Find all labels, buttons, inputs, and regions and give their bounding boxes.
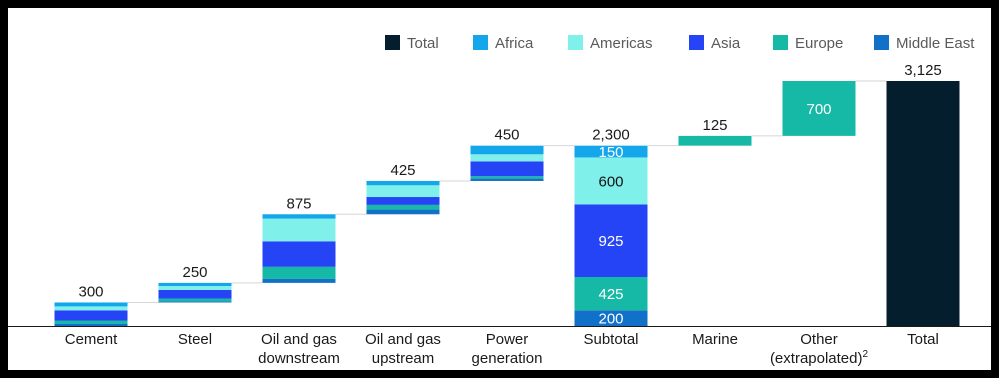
bar-segment-power-generation-asia — [470, 161, 544, 177]
bar-segment-power-generation-europe — [470, 176, 544, 179]
legend-label-africa: Africa — [495, 35, 534, 52]
bar-segment-oil-and-gas-upstream-europe — [366, 204, 440, 210]
category-label-other-extrapolated: Other — [800, 331, 838, 348]
category-label-oil-and-gas-upstream: Oil and gas — [365, 331, 441, 348]
category-label-steel: Steel — [178, 331, 212, 348]
bar-segment-power-generation-africa — [470, 145, 544, 155]
category-label-cement: Cement — [65, 331, 118, 348]
footnote-marker: 2 — [863, 349, 869, 360]
total-label-total: 3,125 — [904, 62, 942, 79]
segment-label-subtotal-middle-east: 200 — [598, 311, 623, 328]
bar-segment-oil-and-gas-downstream-middle-east — [262, 278, 336, 283]
legend-label-europe: Europe — [795, 35, 843, 52]
bar-segment-cement-europe — [54, 320, 128, 324]
category-label-subtotal: Subtotal — [583, 331, 638, 348]
legend-label-asia: Asia — [711, 35, 741, 52]
legend-swatch-americas — [568, 35, 583, 50]
bar-segment-total-total — [886, 81, 960, 326]
category-sublabel-upstream: upstream — [372, 350, 435, 367]
bar-segment-cement-americas — [54, 306, 128, 311]
legend-swatch-total — [385, 35, 400, 50]
bar-segment-oil-and-gas-downstream-europe — [262, 266, 336, 279]
bar-segment-steel-africa — [158, 282, 232, 287]
bar-segment-steel-middle-east — [158, 301, 232, 303]
bar-segment-steel-asia — [158, 289, 232, 299]
bar-segment-oil-and-gas-downstream-africa — [262, 214, 336, 219]
bar-segment-oil-and-gas-upstream-africa — [366, 180, 440, 186]
legend-label-americas: Americas — [590, 35, 653, 52]
waterfall-chart: Total Africa Americas Asia Europe Middle East… — [8, 35, 991, 367]
segment-label-subtotal-africa: 150 — [598, 144, 623, 161]
segment-label-subtotal-americas: 600 — [598, 173, 623, 190]
bar-segment-subtotal-asia — [574, 204, 648, 277]
category-sublabel-extrapolated: (extrapolated)2 — [770, 349, 869, 367]
bar-segment-oil-and-gas-upstream-americas — [366, 185, 440, 198]
category-sublabel-generation: generation — [472, 350, 543, 367]
bar-segment-power-generation-americas — [470, 154, 544, 162]
total-label-subtotal: 2,300 — [592, 127, 630, 144]
segment-label-subtotal-asia: 925 — [598, 233, 623, 250]
bar-segment-oil-and-gas-downstream-asia — [262, 241, 336, 267]
legend-swatch-middle-east — [874, 35, 889, 50]
bar-segment-cement-middle-east — [54, 323, 128, 326]
bar-segment-oil-and-gas-downstream-americas — [262, 218, 336, 242]
bar-segment-steel-europe — [158, 298, 232, 302]
bar-segment-subtotal-europe — [574, 277, 648, 311]
category-labels: Cement Steel Oil and gas downstream Oil and … — [65, 331, 939, 367]
category-sublabel-downstream: downstream — [258, 350, 340, 367]
bar-segment-cement-asia — [54, 310, 128, 321]
category-label-power-generation: Power — [486, 331, 529, 348]
total-label-oil-and-gas-upstream: 425 — [390, 162, 415, 179]
total-label-cement: 300 — [78, 283, 103, 300]
bar-segment-cement-africa — [54, 302, 128, 307]
category-label-marine: Marine — [692, 331, 738, 348]
connectors — [127, 80, 887, 303]
category-label-oil-and-gas-downstream: Oil and gas — [261, 331, 337, 348]
bars — [54, 81, 960, 326]
segment-label-other-extrapolated-europe: 700 — [806, 101, 831, 118]
legend-label-middle-east: Middle East — [896, 35, 975, 52]
bar-segment-other-extrapolated-europe — [782, 81, 856, 136]
bar-segment-oil-and-gas-upstream-asia — [366, 197, 440, 205]
bar-segment-subtotal-middle-east — [574, 310, 648, 326]
legend: Total Africa Americas Asia Europe Middle East — [385, 35, 975, 52]
total-label-oil-and-gas-downstream: 875 — [286, 195, 311, 212]
chart-frame: Total Africa Americas Asia Europe Middle East… — [8, 8, 991, 370]
bar-segment-power-generation-middle-east — [470, 178, 544, 181]
total-label-marine: 125 — [702, 117, 727, 134]
legend-label-total: Total — [407, 35, 439, 52]
bar-segment-marine-europe — [678, 135, 752, 146]
bar-segment-subtotal-africa — [574, 145, 648, 158]
bar-segment-oil-and-gas-upstream-middle-east — [366, 209, 440, 215]
total-label-steel: 250 — [182, 264, 207, 281]
legend-swatch-africa — [473, 35, 488, 50]
bar-segment-subtotal-americas — [574, 157, 648, 205]
legend-swatch-europe — [773, 35, 788, 50]
legend-swatch-asia — [689, 35, 704, 50]
bar-segment-steel-americas — [158, 286, 232, 290]
total-label-power-generation: 450 — [494, 127, 519, 144]
segment-label-subtotal-europe: 425 — [598, 286, 623, 303]
category-label-total: Total — [907, 331, 939, 348]
